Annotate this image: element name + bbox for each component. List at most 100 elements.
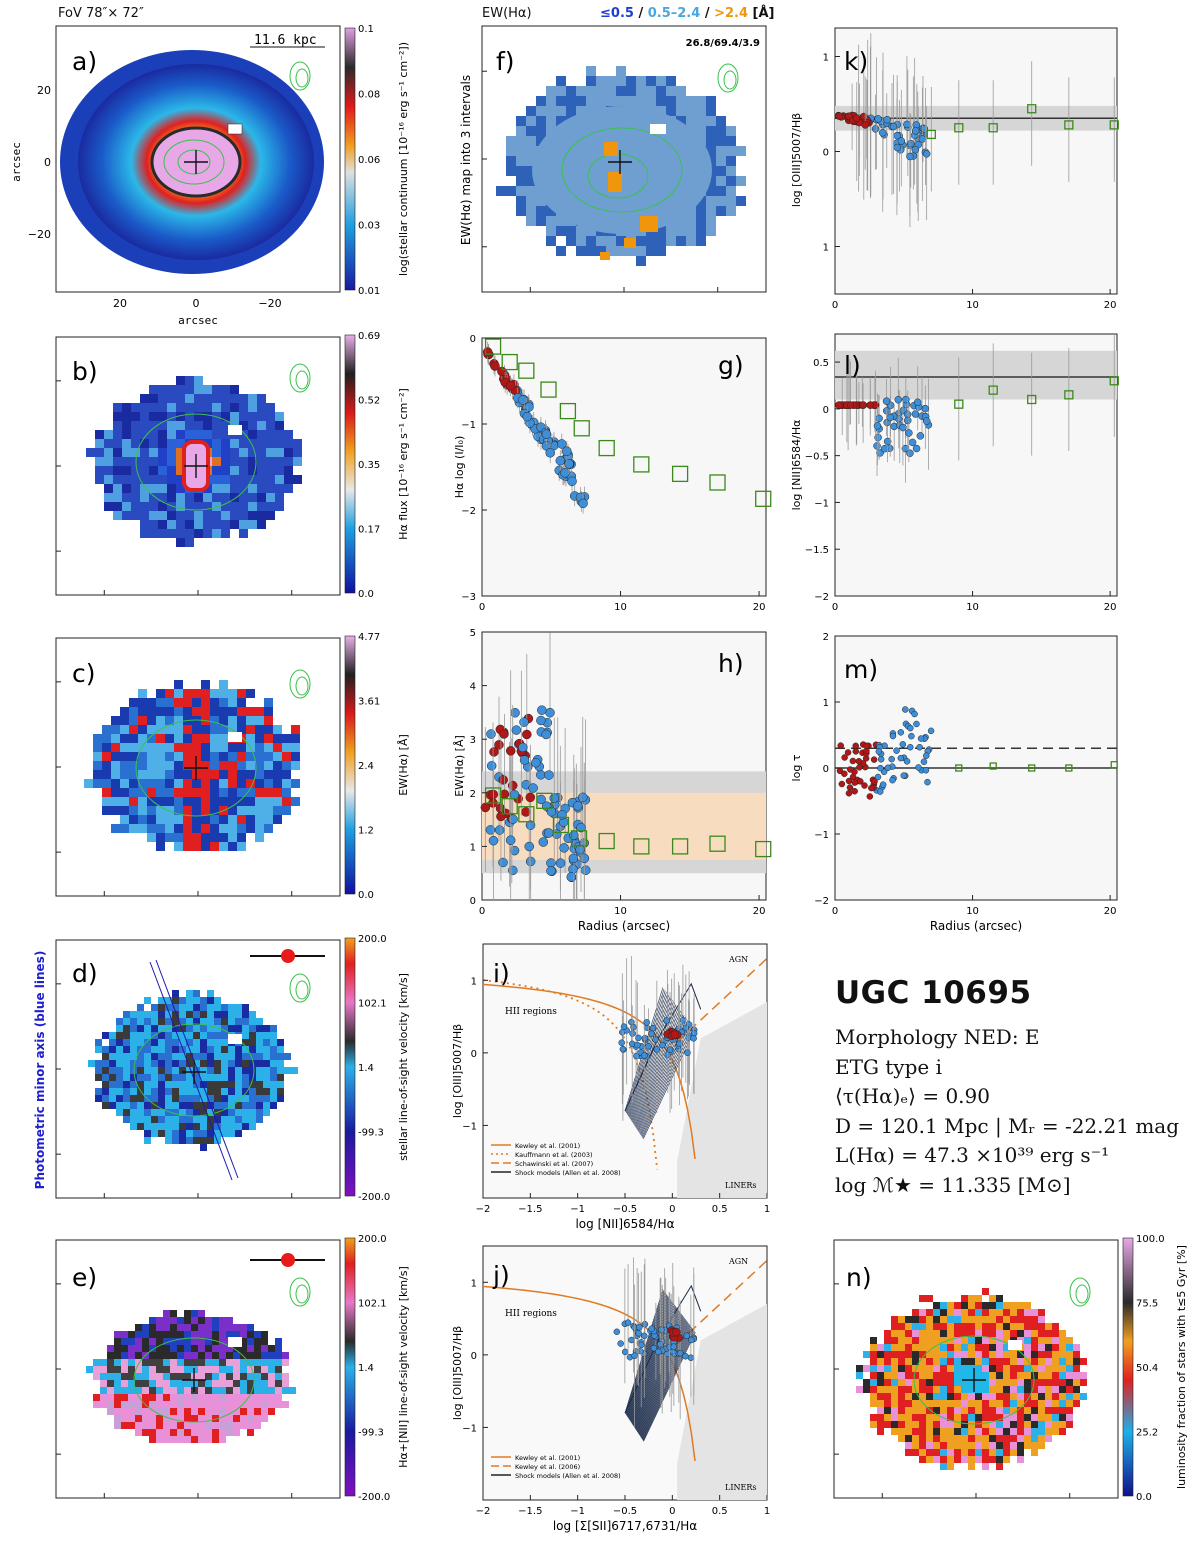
x-tick-label: −1.5 <box>518 1204 542 1215</box>
panel-n-pixel <box>989 1295 996 1302</box>
panel-d-pixel <box>151 1102 158 1109</box>
shock-model-line <box>640 1325 691 1438</box>
binned-square <box>755 840 772 858</box>
contour-green <box>295 980 309 1000</box>
panel-d-pixel <box>277 1067 284 1074</box>
panel-d-pixel <box>228 1046 235 1053</box>
panel-n-pixel <box>1066 1421 1073 1428</box>
blue-point <box>894 395 903 404</box>
panel-n-pixel <box>1059 1358 1066 1365</box>
red-point <box>499 729 509 739</box>
blue-point <box>485 825 496 835</box>
panel-d-pixel <box>256 1074 263 1081</box>
panel-d-pixel <box>165 1039 172 1046</box>
panel-n-pixel <box>1017 1372 1024 1379</box>
panel-d-pixel <box>270 1074 277 1081</box>
panel-b-pixel <box>239 430 248 439</box>
panel-c-pixel <box>147 779 156 788</box>
panel-c-pixel <box>264 770 273 779</box>
panel-n-pixel <box>1003 1456 1010 1463</box>
panel-g-ylabel: Hα log (I/I₀) <box>453 436 466 498</box>
blue-point <box>690 1035 697 1042</box>
panel-c-cbar-tick: 2.4 <box>358 761 374 772</box>
panel-f-pixel <box>666 106 676 116</box>
panel-d-pixel <box>165 997 172 1004</box>
panel-d-pixel <box>277 1053 284 1060</box>
blue-point <box>518 395 528 405</box>
panel-e-pixel <box>212 1415 219 1422</box>
panel-d-pixel <box>172 1088 179 1095</box>
panel-c-pixel <box>246 752 255 761</box>
blue-point <box>920 758 928 765</box>
panel-c-pixel <box>183 779 192 788</box>
panel-f-pixel <box>526 116 536 126</box>
panel-c-pixel <box>237 842 246 851</box>
panel-n-pixel <box>1052 1365 1059 1372</box>
panel-e-pixel <box>163 1373 170 1380</box>
panel-f-pixel <box>526 156 536 166</box>
panel-d-pixel <box>95 1046 102 1053</box>
panel-c-pixel <box>228 797 237 806</box>
panel-e-pixel <box>198 1345 205 1352</box>
blue-point <box>488 835 499 846</box>
panel-b-pixel <box>149 520 158 529</box>
red-point <box>522 729 532 740</box>
panel-d-pixel <box>200 1116 207 1123</box>
panel-n-pixel <box>877 1351 884 1358</box>
x-tick-label: 1 <box>764 1506 770 1517</box>
panel-f-pixel <box>536 96 546 106</box>
panel-d-pixel <box>186 997 193 1004</box>
binned-square <box>501 798 518 815</box>
shock-model-line <box>641 1327 693 1439</box>
panel-n-pixel <box>891 1428 898 1435</box>
panel-d-pixel <box>270 1053 277 1060</box>
panel-d-pixel <box>242 1011 249 1018</box>
panel-n-pixel <box>1010 1351 1017 1358</box>
panel-e-pixel <box>226 1422 233 1429</box>
shock-model-line <box>630 1301 673 1422</box>
panel-c-pixel <box>219 707 228 716</box>
panel-b-pixel <box>230 394 239 403</box>
panel-d-pixel <box>228 1011 235 1018</box>
panel-b-pixel <box>95 439 104 448</box>
panel-n-pixel <box>884 1421 891 1428</box>
panel-d-pixel <box>130 1088 137 1095</box>
blue-point <box>568 853 579 864</box>
panel-b-pixel <box>257 412 266 421</box>
binned-square <box>988 385 998 395</box>
panel-e-pixel <box>170 1394 177 1401</box>
panel-n-pixel <box>1038 1386 1045 1393</box>
panel-n-pixel <box>933 1421 940 1428</box>
panel-c-pixel <box>174 761 183 770</box>
panel-f-pixel <box>566 226 576 236</box>
panel-n-pixel <box>996 1463 1003 1470</box>
panel-n-pixel <box>954 1386 961 1393</box>
blue-point <box>549 793 560 803</box>
panel-d-pixel <box>221 1074 228 1081</box>
binned-square <box>1110 761 1118 769</box>
contour-green <box>289 61 311 91</box>
panel-f-pixel <box>566 236 576 246</box>
panel-n-pixel <box>961 1393 968 1400</box>
panel-d-pixel <box>242 1039 249 1046</box>
panel-b-pixel <box>293 457 302 466</box>
panel-b-cbar-tick: 0.35 <box>358 460 380 471</box>
panel-e-pixel <box>163 1331 170 1338</box>
masked-star <box>650 124 666 134</box>
panel-c-pixel <box>129 815 138 824</box>
panel-n-pixel <box>996 1435 1003 1442</box>
panel-n-pixel <box>1031 1323 1038 1330</box>
panel-c-pixel <box>255 815 264 824</box>
panel-b-pixel <box>257 502 266 511</box>
panel-n-pixel <box>926 1435 933 1442</box>
x-tick-label: 0 <box>832 602 838 613</box>
panel-n-pixel <box>1052 1428 1059 1435</box>
panel-c-pixel <box>264 806 273 815</box>
panel-b-pixel <box>149 475 158 484</box>
panel-d-pixel <box>214 1032 221 1039</box>
panel-e-pixel <box>247 1408 254 1415</box>
panel-n-pixel <box>1052 1379 1059 1386</box>
panel-n-pixel <box>989 1407 996 1414</box>
panel-n-pixel <box>884 1386 891 1393</box>
y-tick-label: −0.5 <box>805 452 829 463</box>
